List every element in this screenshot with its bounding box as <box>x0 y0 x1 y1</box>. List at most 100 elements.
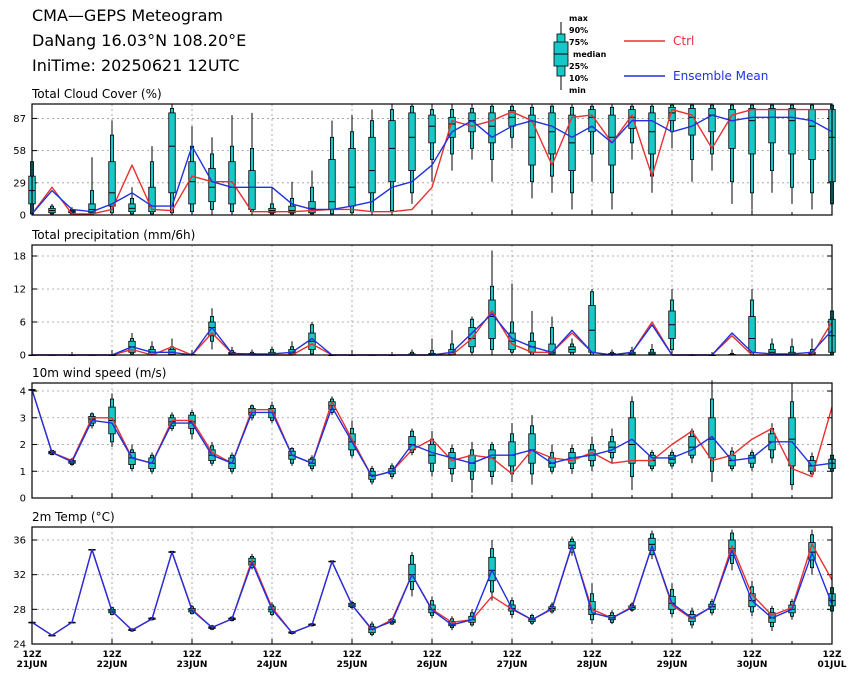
ensemble-mean-line <box>31 389 833 478</box>
ensemble-mean-line <box>31 114 833 215</box>
init-time-label: IniTime: 20250621 12UTC <box>32 56 240 75</box>
ensemble-box <box>428 104 436 182</box>
box-p25-p75 <box>748 316 756 353</box>
ensemble-box <box>348 115 356 215</box>
y-tick-label: 2 <box>20 440 26 451</box>
y-tick-label: 1 <box>20 467 26 478</box>
ensemble-box <box>628 396 636 490</box>
ensemble-box <box>628 104 636 160</box>
box-p25-p75 <box>88 203 96 214</box>
box-p25-p75 <box>188 161 196 205</box>
ensemble-box <box>488 441 496 485</box>
x-date-label: 25JUN <box>337 660 368 670</box>
x-date-label: 21JUN <box>17 660 48 670</box>
box-p25-p75 <box>548 112 556 155</box>
box-p25-p75 <box>708 417 716 459</box>
ensemble-mean-line <box>31 544 833 636</box>
x-date-label: 26JUN <box>417 660 448 670</box>
box-p10-p90 <box>309 186 314 215</box>
panel-frame <box>31 382 833 499</box>
box-p25-p75 <box>808 109 816 160</box>
box-p25-p75 <box>428 444 436 464</box>
x-axis-labels: 12Z21JUN12Z22JUN12Z23JUN12Z24JUN12Z25JUN… <box>17 650 847 670</box>
x-hour-label: 12Z <box>662 650 682 660</box>
x-hour-label: 12Z <box>342 650 362 660</box>
x-hour-label: 12Z <box>422 650 442 660</box>
x-date-label: 01JUL <box>818 660 847 670</box>
ensemble-box <box>648 344 656 356</box>
ensemble-box <box>288 181 296 215</box>
x-date-label: 28JUN <box>577 660 608 670</box>
x-date-label: 22JUN <box>97 660 128 670</box>
panel-title: 2m Temp (°C) <box>32 510 115 524</box>
panel-4: 2m Temp (°C) 24 28 32 36 <box>13 510 836 651</box>
ensemble-box <box>768 338 776 356</box>
ensemble-box <box>408 428 416 456</box>
x-hour-label: 12Z <box>502 650 522 660</box>
legend-box-label: max <box>569 14 589 23</box>
box-p25-p75 <box>768 108 776 144</box>
box-p25-p75 <box>368 136 376 194</box>
ensemble-box <box>188 126 196 215</box>
box-p25-p75 <box>108 161 116 207</box>
y-tick-label: 36 <box>13 536 26 547</box>
ensemble-box <box>688 104 696 182</box>
box-p25-p75 <box>488 112 496 144</box>
panel-frame <box>31 103 833 216</box>
x-date-label: 23JUN <box>177 660 208 670</box>
x-hour-label: 12Z <box>262 650 282 660</box>
box-p25-p75 <box>488 299 496 339</box>
box-p25-p75 <box>688 436 696 456</box>
x-hour-label: 12Z <box>822 650 842 660</box>
box-p25-p75 <box>428 114 436 144</box>
ensemble-box <box>708 380 716 482</box>
ensemble-box <box>728 447 736 472</box>
ensemble-box <box>488 250 496 355</box>
ensemble-box <box>568 104 576 210</box>
box-p25-p75 <box>788 108 796 155</box>
box-p25-p75 <box>168 112 176 194</box>
ensemble-box <box>568 338 576 356</box>
box-p25-p75 <box>668 106 676 122</box>
ensemble-box <box>748 580 756 617</box>
ensemble-box <box>168 104 176 215</box>
ensemble-box <box>808 452 816 477</box>
box-p25-p75 <box>248 170 256 210</box>
panel-frame <box>31 244 833 356</box>
x-hour-label: 12Z <box>582 650 602 660</box>
ensemble-box <box>748 104 756 210</box>
box-p25-p75 <box>528 114 536 166</box>
x-hour-label: 12Z <box>742 650 762 660</box>
ensemble-box <box>468 441 476 493</box>
y-tick-label: 0 <box>20 211 26 222</box>
ensemble-box <box>488 104 496 182</box>
ensemble-box <box>128 187 136 215</box>
meteogram-title: CMA—GEPS Meteogram <box>32 6 223 25</box>
legend: max 90% 75% median 25% 10% min Ctrl Ensemble Mea… <box>553 14 768 95</box>
ensemble-box <box>128 333 136 355</box>
y-tick-label: 4 <box>20 387 26 398</box>
box-p25-p75 <box>488 556 496 582</box>
ensemble-box <box>448 330 456 356</box>
y-tick-label: 0 <box>20 351 26 362</box>
ensemble-box <box>88 157 96 215</box>
ensemble-box <box>248 112 256 215</box>
panel-frame <box>31 526 833 645</box>
ensemble-box <box>108 393 116 448</box>
box-p25-p75 <box>588 305 596 353</box>
y-tick-label: 24 <box>13 640 26 651</box>
x-date-label: 29JUN <box>657 660 688 670</box>
ensemble-box <box>48 203 56 215</box>
ensemble-box <box>528 104 536 199</box>
box-p25-p75 <box>348 147 356 207</box>
y-tick-label: 12 <box>13 285 26 296</box>
ensemble-box <box>448 444 456 482</box>
ensemble-box <box>548 104 556 193</box>
ensemble-box <box>588 289 596 356</box>
ensemble-box <box>608 104 616 210</box>
ensemble-box <box>808 104 816 210</box>
box-p25-p75 <box>408 112 416 171</box>
box-p25-p75 <box>648 112 656 155</box>
box-p25-p75 <box>708 108 716 133</box>
